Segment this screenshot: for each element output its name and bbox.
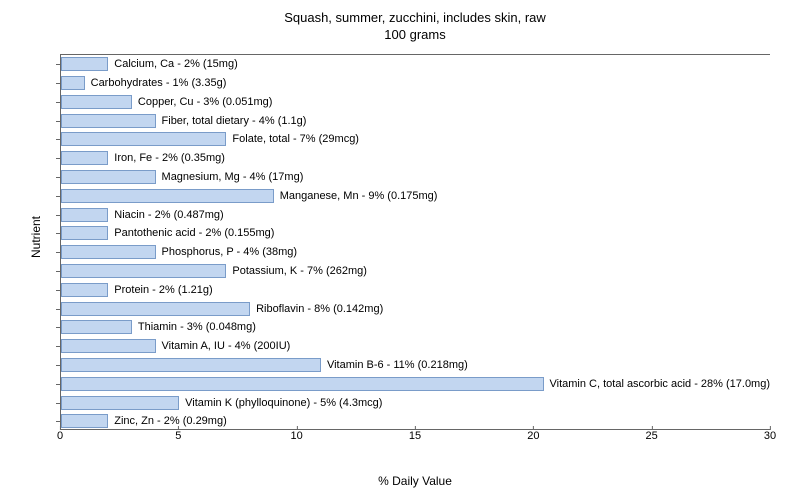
x-tick: 5 — [175, 430, 181, 442]
x-tick: 20 — [527, 430, 539, 442]
bar-row: Manganese, Mn - 9% (0.175mg) — [61, 186, 770, 205]
bar-label: Manganese, Mn - 9% (0.175mg) — [280, 190, 438, 202]
x-tick: 15 — [409, 430, 421, 442]
bar-label: Vitamin K (phylloquinone) - 5% (4.3mcg) — [185, 397, 382, 409]
y-tick — [56, 290, 61, 291]
y-tick — [56, 177, 61, 178]
nutrient-chart: Squash, summer, zucchini, includes skin,… — [0, 0, 800, 500]
bar-row: Phosphorus, P - 4% (38mg) — [61, 243, 770, 262]
bar — [61, 95, 132, 109]
bars-region: Calcium, Ca - 2% (15mg) Carbohydrates - 1… — [60, 54, 770, 430]
bar — [61, 226, 108, 240]
bar — [61, 170, 156, 184]
y-axis-label: Nutrient — [29, 216, 43, 258]
bar-row: Vitamin A, IU - 4% (200IU) — [61, 337, 770, 356]
bar — [61, 414, 108, 428]
x-tick: 30 — [764, 430, 776, 442]
y-tick — [56, 233, 61, 234]
bar — [61, 339, 156, 353]
bar — [61, 358, 321, 372]
bar-row: Riboflavin - 8% (0.142mg) — [61, 299, 770, 318]
y-tick — [56, 196, 61, 197]
bar — [61, 76, 85, 90]
bar — [61, 132, 226, 146]
plot-area: Nutrient % Daily Value Calcium, Ca - 2% … — [60, 50, 770, 450]
y-tick — [56, 252, 61, 253]
bar-row: Carbohydrates - 1% (3.35g) — [61, 74, 770, 93]
y-tick — [56, 121, 61, 122]
bar — [61, 320, 132, 334]
bar-row: Pantothenic acid - 2% (0.155mg) — [61, 224, 770, 243]
bar — [61, 377, 544, 391]
bar-label: Phosphorus, P - 4% (38mg) — [162, 246, 298, 258]
title-line2: 100 grams — [60, 27, 770, 44]
x-axis-label: % Daily Value — [378, 474, 452, 488]
bar-row: Potassium, K - 7% (262mg) — [61, 262, 770, 281]
bar-label: Fiber, total dietary - 4% (1.1g) — [162, 115, 307, 127]
bar-row: Vitamin C, total ascorbic acid - 28% (17… — [61, 374, 770, 393]
title-line1: Squash, summer, zucchini, includes skin,… — [60, 10, 770, 27]
bar — [61, 151, 108, 165]
bar — [61, 57, 108, 71]
bar-label: Copper, Cu - 3% (0.051mg) — [138, 96, 273, 108]
y-tick — [56, 271, 61, 272]
y-tick — [56, 346, 61, 347]
bar-row: Folate, total - 7% (29mcg) — [61, 130, 770, 149]
bar — [61, 114, 156, 128]
bar-label: Niacin - 2% (0.487mg) — [114, 209, 223, 221]
bar-label: Calcium, Ca - 2% (15mg) — [114, 58, 237, 70]
bar-label: Vitamin C, total ascorbic acid - 28% (17… — [550, 378, 771, 390]
y-tick — [56, 309, 61, 310]
bar-label: Potassium, K - 7% (262mg) — [232, 265, 367, 277]
bar-row: Protein - 2% (1.21g) — [61, 280, 770, 299]
bar — [61, 189, 274, 203]
bar-label: Vitamin A, IU - 4% (200IU) — [162, 340, 291, 352]
bar-label: Folate, total - 7% (29mcg) — [232, 133, 359, 145]
x-tick: 0 — [57, 430, 63, 442]
x-axis-ticks: 051015202530 — [60, 430, 770, 450]
bar-label: Vitamin B-6 - 11% (0.218mg) — [327, 359, 468, 371]
bar-label: Zinc, Zn - 2% (0.29mg) — [114, 415, 226, 427]
bar-row: Vitamin K (phylloquinone) - 5% (4.3mcg) — [61, 393, 770, 412]
bar-label: Riboflavin - 8% (0.142mg) — [256, 303, 383, 315]
chart-title: Squash, summer, zucchini, includes skin,… — [60, 10, 770, 44]
y-tick — [56, 403, 61, 404]
bar-row: Copper, Cu - 3% (0.051mg) — [61, 92, 770, 111]
y-tick — [56, 365, 61, 366]
bar — [61, 264, 226, 278]
y-tick — [56, 83, 61, 84]
x-tick: 25 — [646, 430, 658, 442]
y-tick — [56, 139, 61, 140]
bar — [61, 283, 108, 297]
bar-row: Fiber, total dietary - 4% (1.1g) — [61, 111, 770, 130]
bar-label: Pantothenic acid - 2% (0.155mg) — [114, 227, 274, 239]
bar-label: Thiamin - 3% (0.048mg) — [138, 321, 256, 333]
bar-row: Thiamin - 3% (0.048mg) — [61, 318, 770, 337]
bar-row: Iron, Fe - 2% (0.35mg) — [61, 149, 770, 168]
bar-row: Magnesium, Mg - 4% (17mg) — [61, 168, 770, 187]
bar — [61, 245, 156, 259]
y-tick — [56, 64, 61, 65]
y-tick — [56, 102, 61, 103]
y-tick — [56, 215, 61, 216]
x-tick: 10 — [291, 430, 303, 442]
bar — [61, 208, 108, 222]
bar-row: Calcium, Ca - 2% (15mg) — [61, 55, 770, 74]
bar-label: Magnesium, Mg - 4% (17mg) — [162, 171, 304, 183]
y-tick — [56, 327, 61, 328]
bar-label: Iron, Fe - 2% (0.35mg) — [114, 152, 225, 164]
y-tick — [56, 421, 61, 422]
bar-label: Carbohydrates - 1% (3.35g) — [91, 77, 227, 89]
bar-row: Vitamin B-6 - 11% (0.218mg) — [61, 356, 770, 375]
y-tick — [56, 384, 61, 385]
bar — [61, 302, 250, 316]
bar-label: Protein - 2% (1.21g) — [114, 284, 212, 296]
bar-row: Niacin - 2% (0.487mg) — [61, 205, 770, 224]
bar — [61, 396, 179, 410]
y-tick — [56, 158, 61, 159]
